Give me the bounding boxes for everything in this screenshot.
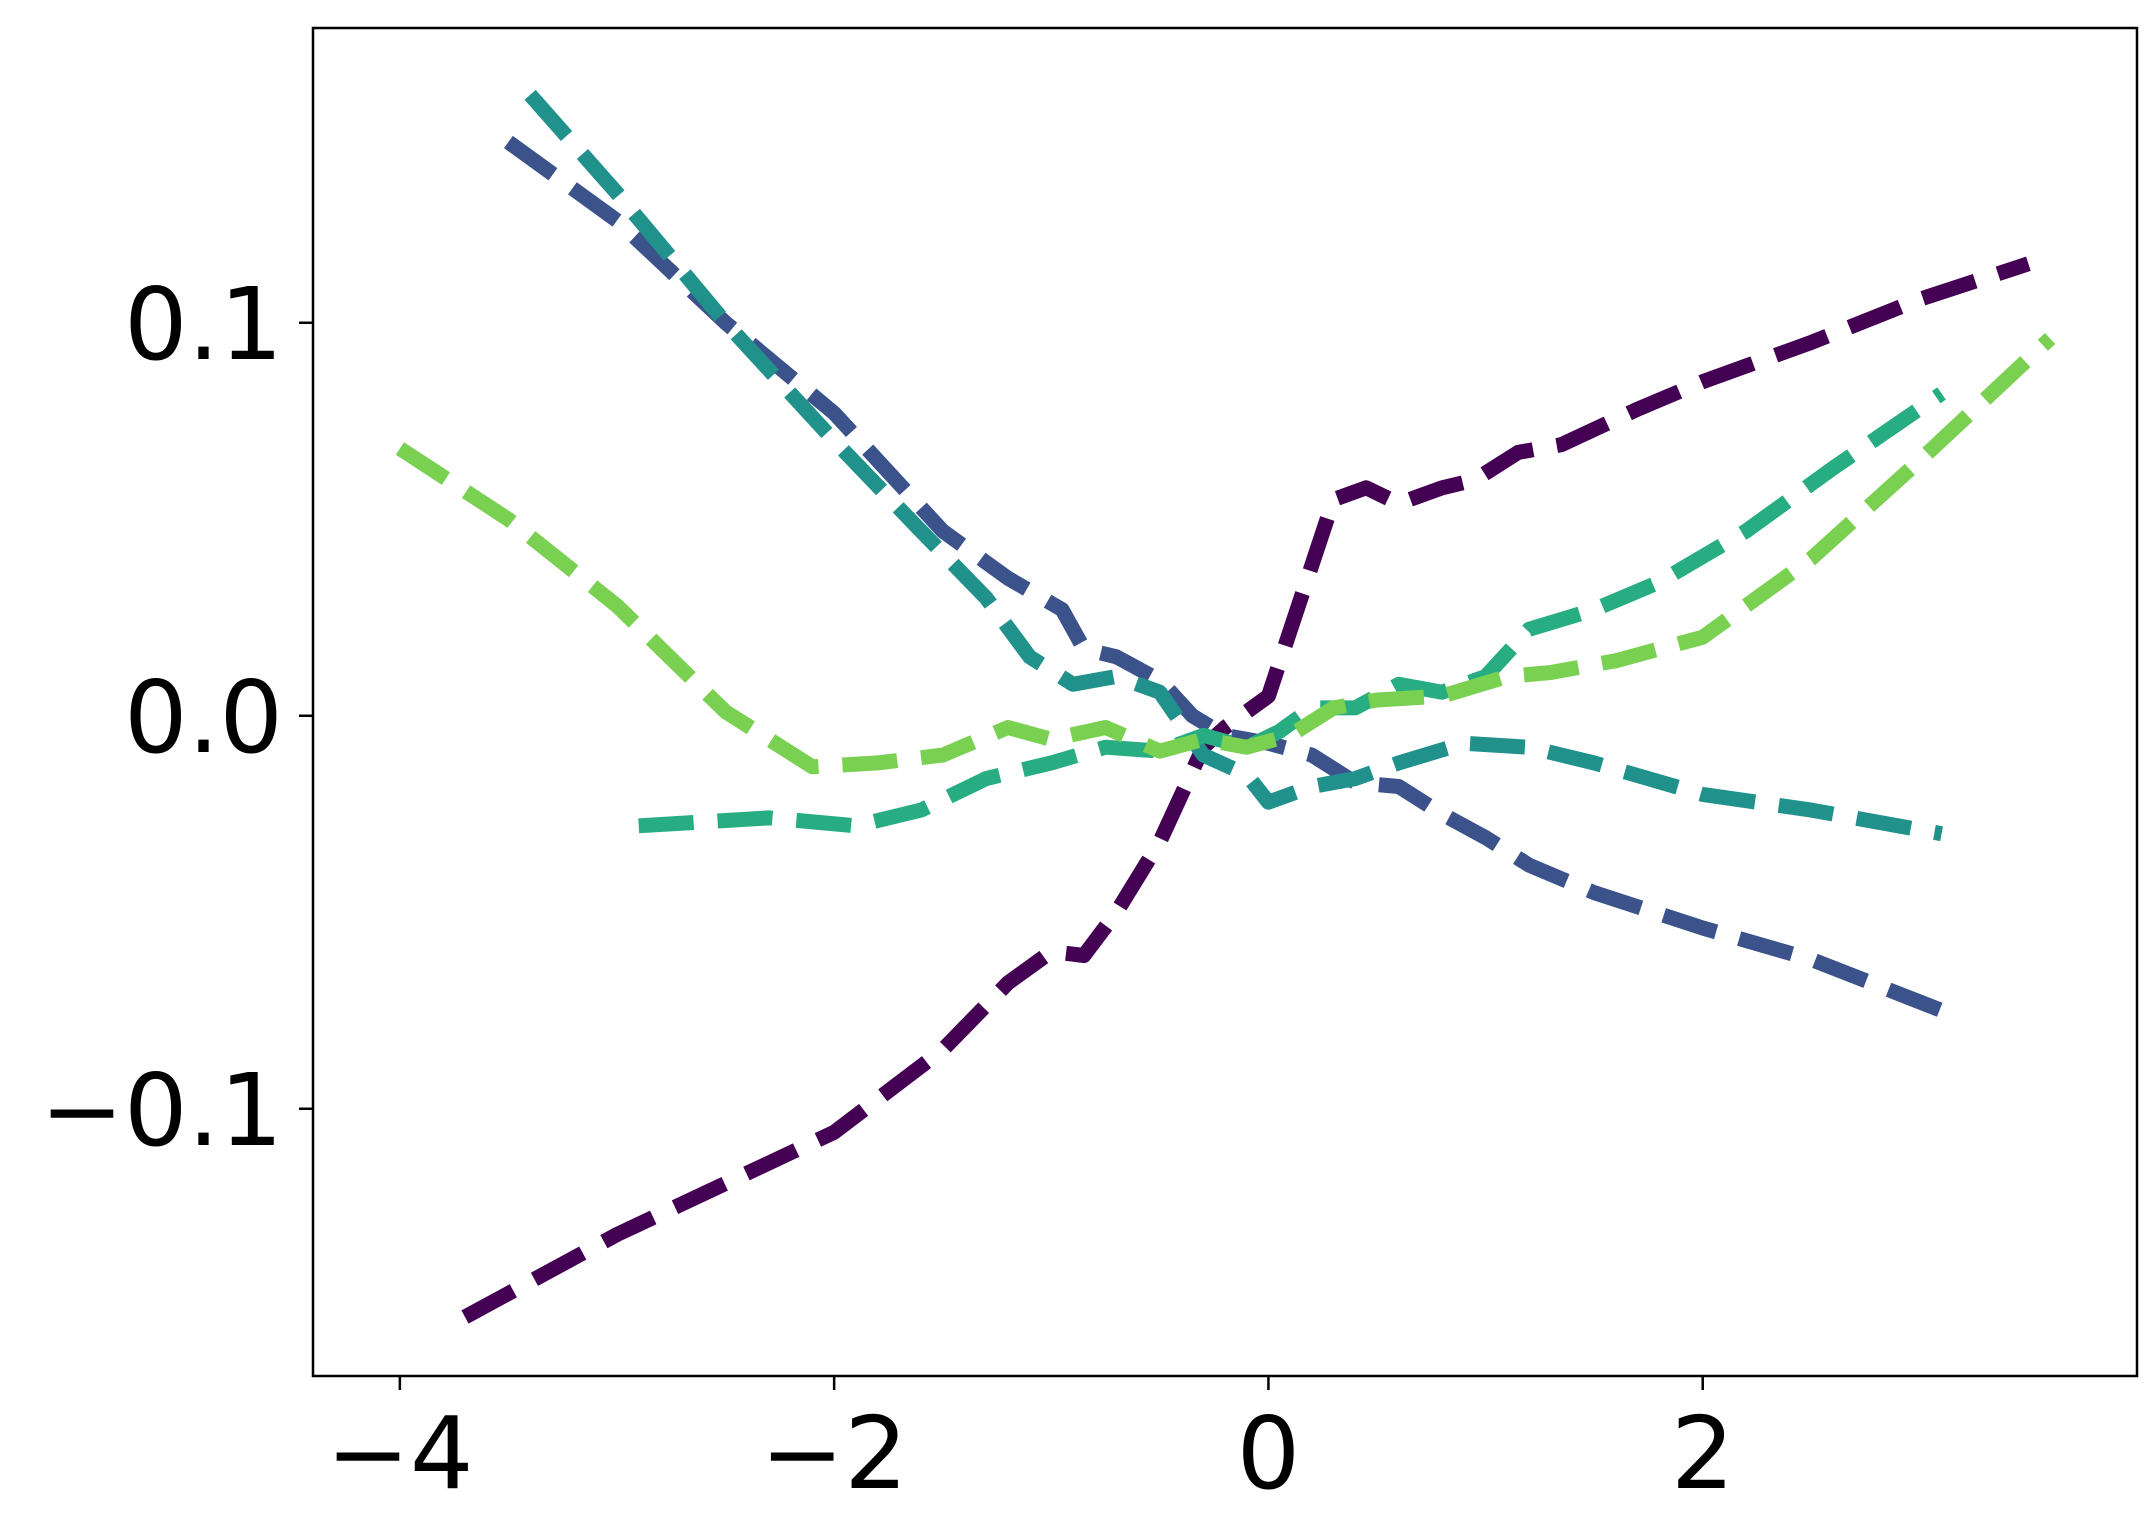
series-line-2 bbox=[504, 135, 1945, 1018]
x-tick-label: 0 bbox=[1237, 1395, 1301, 1512]
y-tick-label: 0.1 bbox=[124, 266, 283, 383]
series-layer bbox=[395, 89, 2056, 1324]
series-line-1 bbox=[461, 256, 2031, 1324]
x-tick-label: −4 bbox=[326, 1395, 473, 1512]
x-axis: −4 −2 0 2 bbox=[326, 1376, 1735, 1512]
y-tick-label: −0.1 bbox=[40, 1052, 283, 1169]
plot-frame bbox=[311, 26, 2139, 1378]
x-tick-label: −2 bbox=[760, 1395, 907, 1512]
y-tick-label: 0.0 bbox=[124, 659, 283, 776]
y-axis: −0.1 0.0 0.1 bbox=[40, 266, 313, 1169]
series-line-3 bbox=[524, 89, 1943, 842]
x-tick-label: 2 bbox=[1671, 1395, 1735, 1512]
series-line-4 bbox=[638, 387, 1946, 834]
series-line-5 bbox=[395, 333, 2056, 775]
